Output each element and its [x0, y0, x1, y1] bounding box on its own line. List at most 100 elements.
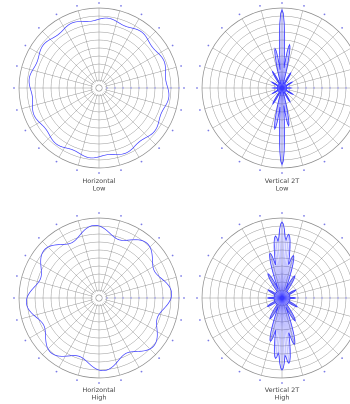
pattern-fill-line — [275, 235, 283, 299]
grid-spoke — [105, 67, 177, 87]
pattern-fill-line — [279, 52, 283, 89]
pattern-fill-line — [281, 297, 295, 335]
polar-chart-1: Horizontal Low — [13, 2, 185, 193]
pattern-fill-line — [281, 87, 285, 152]
angle-tick-mark — [221, 147, 223, 150]
pattern-fill-line — [281, 52, 290, 89]
pattern-fill-line — [277, 87, 283, 122]
grid-spoke — [204, 299, 276, 319]
grid-spoke — [105, 277, 177, 297]
pattern-fill-line — [281, 234, 289, 299]
angle-tick-mark — [140, 223, 143, 226]
angle-tick-mark — [207, 129, 210, 132]
angle-tick-mark — [24, 339, 27, 342]
angle-tick-mark — [38, 357, 40, 359]
chart-caption-line: Low — [276, 185, 289, 193]
angle-tick-mark — [183, 87, 185, 89]
grid-spoke — [102, 228, 140, 293]
pattern-fill-line — [281, 87, 289, 126]
radial-tick-mark — [106, 87, 108, 89]
pattern-curve — [28, 17, 170, 159]
pattern-fill-line — [274, 256, 283, 299]
pattern-fill-line — [281, 264, 294, 299]
pattern-fill-line — [281, 297, 296, 344]
pattern-fill-line — [281, 229, 285, 299]
chart-caption: Horizontal High — [82, 386, 115, 402]
angle-tick-mark — [98, 2, 100, 4]
grid-spoke — [212, 257, 277, 295]
grid-spoke — [29, 91, 94, 129]
radial-tick-mark — [337, 297, 339, 299]
grid-spoke — [21, 89, 93, 109]
angle-tick-mark — [55, 13, 58, 16]
pattern-fill-line — [281, 297, 290, 364]
grid-spoke — [105, 89, 177, 109]
chart-caption: Vertical 2T High — [265, 386, 300, 402]
chart-caption-line: High — [92, 394, 107, 402]
angle-tick-mark — [140, 370, 143, 373]
pattern-fill-line — [279, 87, 283, 124]
polar-chart-3: Horizontal High — [13, 212, 185, 402]
pattern-fill-line — [274, 261, 283, 299]
grid-spoke — [78, 10, 98, 82]
pattern-fill-line — [279, 23, 283, 89]
angle-tick-mark — [303, 5, 305, 7]
grid-spoke — [103, 31, 156, 84]
angle-tick-mark — [281, 212, 283, 214]
grid-spoke — [288, 89, 350, 107]
pattern-fill-line — [281, 256, 294, 299]
radial-tick-mark — [122, 87, 124, 89]
angle-tick-mark — [24, 44, 27, 47]
pattern-fill-line — [281, 297, 285, 364]
pattern-fill-line — [275, 297, 283, 359]
chart-caption-line: Vertical 2T — [265, 177, 300, 185]
grid-spoke — [288, 299, 350, 317]
angle-tick-mark — [281, 2, 283, 4]
angle-tick-mark — [199, 109, 201, 111]
angle-tick-mark — [98, 382, 100, 384]
chart-caption-line: Horizontal — [82, 386, 115, 394]
angle-tick-mark — [259, 5, 261, 7]
grid-spoke — [103, 92, 156, 145]
radial-tick-mark — [154, 87, 156, 89]
pattern-fill-line — [273, 241, 283, 299]
chart-caption-line: Vertical 2T — [265, 386, 300, 394]
pattern-fill-line — [274, 297, 283, 334]
grid-spoke — [225, 31, 278, 84]
grid-spoke — [286, 302, 339, 355]
radial-tick-mark — [337, 87, 339, 89]
grid-spoke — [58, 228, 96, 293]
grid-spoke — [288, 279, 350, 297]
pattern-fill-line — [281, 297, 294, 344]
angle-tick-mark — [238, 13, 241, 16]
angle-tick-mark — [38, 27, 40, 29]
angle-tick-mark — [341, 27, 343, 29]
radial-tick-mark — [329, 87, 331, 89]
radial-tick-mark — [321, 87, 323, 89]
angle-tick-mark — [171, 44, 174, 47]
angle-tick-mark — [120, 169, 122, 172]
angle-tick-mark — [180, 319, 183, 321]
angle-tick-mark — [199, 65, 201, 67]
grid-spoke — [287, 301, 350, 338]
grid-spoke — [287, 48, 350, 85]
origin-ring — [95, 84, 103, 92]
pattern-fill-line — [279, 87, 283, 152]
angle-tick-mark — [259, 169, 261, 172]
radial-tick-mark — [146, 87, 148, 89]
angle-tick-mark — [207, 44, 210, 47]
angle-tick-mark — [199, 319, 201, 321]
grid-spoke — [21, 67, 93, 87]
origin-ring — [95, 294, 103, 302]
angle-tick-mark — [76, 169, 78, 172]
grid-spoke — [225, 241, 278, 294]
pattern-fill-line — [270, 262, 283, 299]
chart-caption-line: Low — [93, 185, 106, 193]
pattern-fill-line — [274, 55, 283, 89]
grid-spoke — [283, 220, 303, 292]
chart-caption-line: High — [275, 394, 290, 402]
pattern-fill-line — [274, 297, 283, 353]
angle-tick-mark — [238, 370, 241, 373]
grid-spoke — [21, 299, 93, 319]
grid-spoke — [42, 241, 95, 294]
